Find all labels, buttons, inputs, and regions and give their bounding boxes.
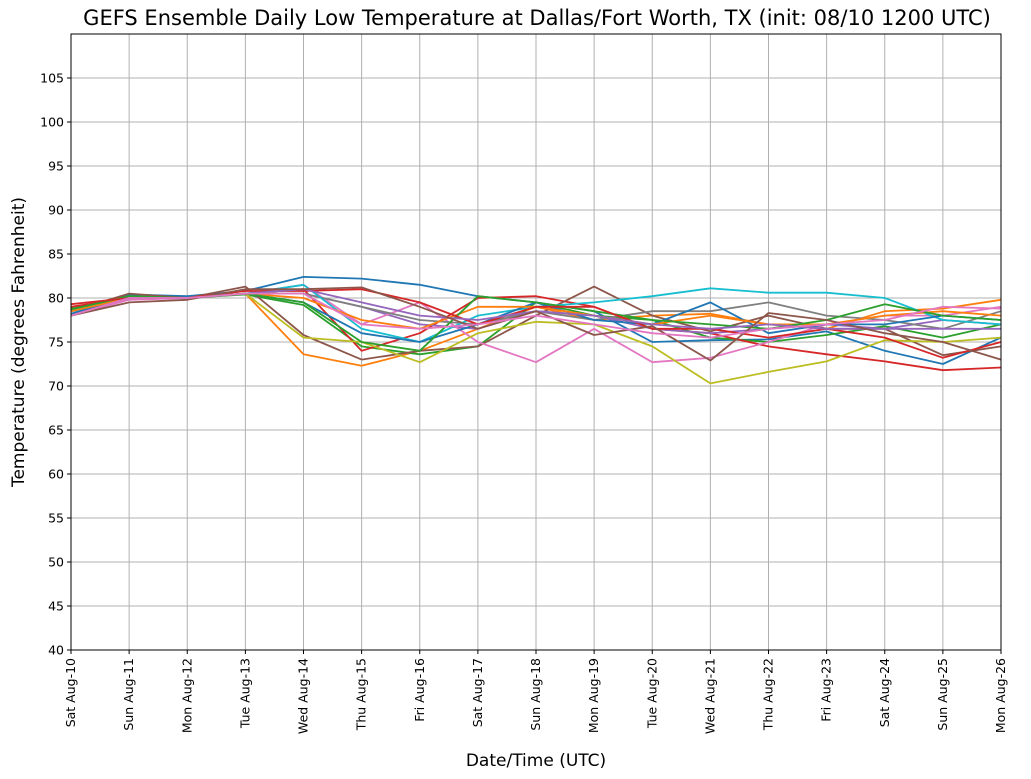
x-tick-label: Sun Aug-25 bbox=[935, 658, 950, 731]
x-tick-label: Tue Aug-20 bbox=[644, 658, 659, 729]
y-tick-label: 70 bbox=[48, 379, 64, 394]
y-tick-label: 90 bbox=[48, 203, 64, 218]
x-tick-label: Thu Aug-15 bbox=[354, 658, 369, 731]
series-layer bbox=[70, 275, 1002, 385]
y-tick-label: 65 bbox=[48, 423, 64, 438]
x-tick-label: Sun Aug-11 bbox=[121, 658, 136, 731]
x-tick-label: Mon Aug-12 bbox=[179, 658, 194, 733]
y-tick-label: 105 bbox=[40, 71, 64, 86]
y-tick-label: 85 bbox=[48, 247, 64, 262]
chart-title: GEFS Ensemble Daily Low Temperature at D… bbox=[83, 6, 991, 30]
y-axis-label: Temperature (degrees Fahrenheit) bbox=[9, 197, 29, 488]
x-tick-label: Sun Aug-18 bbox=[528, 658, 543, 731]
x-tick-label: Wed Aug-14 bbox=[296, 658, 311, 734]
y-tick-label: 95 bbox=[48, 159, 64, 174]
y-tick-label: 40 bbox=[48, 643, 64, 658]
x-axis-label: Date/Time (UTC) bbox=[466, 751, 606, 771]
series-line bbox=[70, 292, 1002, 339]
x-tick-label: Fri Aug-16 bbox=[412, 658, 427, 722]
y-tick-label: 100 bbox=[40, 115, 64, 130]
x-tick-label: Thu Aug-22 bbox=[761, 658, 776, 731]
y-tick-label: 55 bbox=[48, 511, 64, 526]
x-tick-label: Fri Aug-23 bbox=[819, 658, 834, 722]
y-tick-label: 60 bbox=[48, 467, 64, 482]
ticks: Sat Aug-10 Sun Aug-11 Mon Aug-12 Tue Aug-13… bbox=[40, 71, 1008, 735]
y-tick-label: 45 bbox=[48, 599, 64, 614]
series-line bbox=[70, 286, 1002, 362]
x-tick-label: Wed Aug-21 bbox=[702, 658, 717, 734]
x-tick-label: Sat Aug-10 bbox=[63, 658, 78, 727]
x-tick-label: Mon Aug-26 bbox=[993, 658, 1008, 733]
x-tick-label: Sat Aug-17 bbox=[470, 658, 485, 727]
y-tick-label: 75 bbox=[48, 335, 64, 350]
y-tick-label: 50 bbox=[48, 555, 64, 570]
x-tick-label: Mon Aug-19 bbox=[586, 658, 601, 733]
x-tick-label: Sat Aug-24 bbox=[877, 658, 892, 727]
y-tick-label: 80 bbox=[48, 291, 64, 306]
x-tick-label: Tue Aug-13 bbox=[237, 658, 252, 729]
